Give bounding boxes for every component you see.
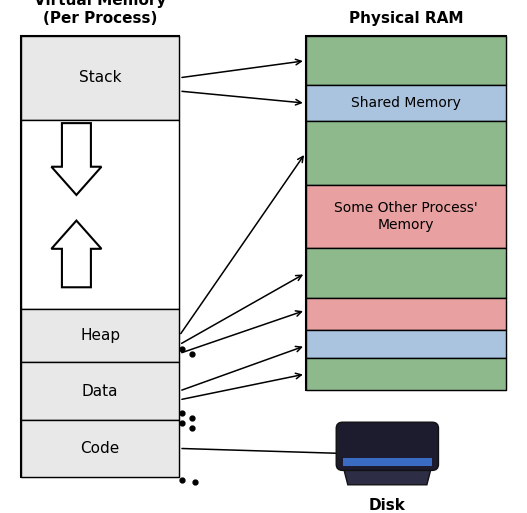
Bar (306, 36, 506, 390)
Text: Some Other Process'
Memory: Some Other Process' Memory (334, 201, 477, 231)
Text: Code: Code (81, 441, 120, 456)
Bar (306, 298, 506, 330)
Polygon shape (343, 464, 432, 485)
Text: Disk: Disk (369, 498, 406, 512)
Bar (306, 36, 506, 86)
Text: Shared Memory: Shared Memory (351, 96, 461, 110)
Bar (21, 120, 179, 309)
Bar (306, 185, 506, 248)
Text: Virtual Memory
(Per Process): Virtual Memory (Per Process) (34, 0, 167, 26)
Bar (21, 362, 179, 420)
FancyBboxPatch shape (343, 458, 432, 466)
Text: Stack: Stack (79, 70, 121, 85)
Bar (306, 248, 506, 298)
FancyArrow shape (51, 221, 101, 287)
Bar (306, 121, 506, 185)
Bar (21, 420, 179, 477)
Text: Physical RAM: Physical RAM (348, 11, 463, 26)
FancyArrow shape (51, 123, 101, 195)
Bar (21, 36, 179, 120)
Bar (306, 86, 506, 121)
Bar (21, 36, 179, 477)
Text: Heap: Heap (80, 328, 120, 343)
Bar (306, 358, 506, 390)
FancyBboxPatch shape (336, 422, 438, 470)
Bar (21, 309, 179, 362)
Text: Data: Data (82, 384, 119, 399)
Bar (306, 330, 506, 358)
